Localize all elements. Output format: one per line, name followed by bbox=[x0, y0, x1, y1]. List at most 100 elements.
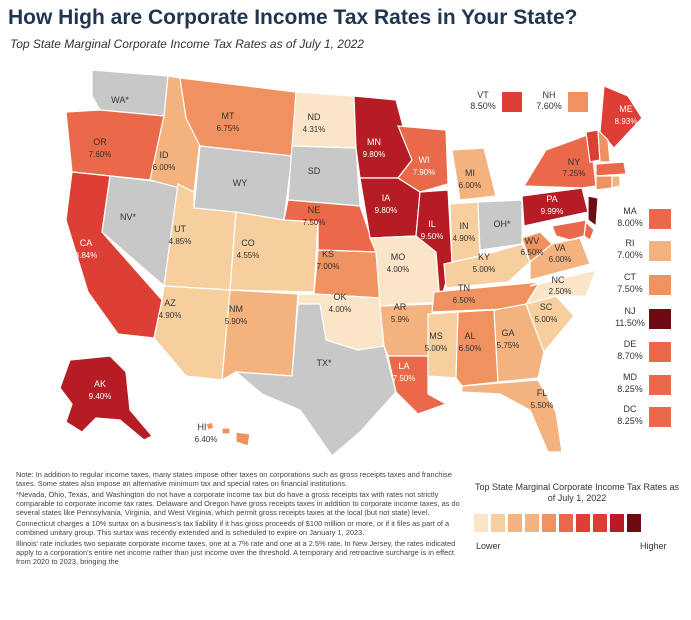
label-CO: CO bbox=[241, 238, 255, 248]
rate-MS: 5.00% bbox=[425, 344, 448, 353]
rate-WV: 6.50% bbox=[521, 248, 544, 257]
legend-title: Top State Marginal Corporate Income Tax … bbox=[475, 482, 679, 503]
legend-swatch-2 bbox=[491, 514, 505, 532]
label-MT: MT bbox=[222, 111, 235, 121]
legend-swatch-3 bbox=[508, 514, 522, 532]
rate-ND: 4.31% bbox=[303, 125, 326, 134]
nh-swatch[interactable] bbox=[568, 92, 588, 112]
label-LA: LA bbox=[398, 361, 409, 371]
ct-rate: 7.50% bbox=[617, 284, 643, 294]
rate-TN: 6.50% bbox=[453, 296, 476, 305]
rate-OK: 4.00% bbox=[329, 305, 352, 314]
label-WV: WV bbox=[525, 236, 540, 246]
note-4: Illinois' rate includes two separate cor… bbox=[16, 539, 456, 566]
ri-label: RI bbox=[625, 238, 635, 248]
dc-label: DC bbox=[623, 404, 637, 414]
label-IA: IA bbox=[382, 193, 391, 203]
state-TX[interactable] bbox=[234, 303, 397, 457]
vt-rate: 8.50% bbox=[470, 101, 496, 111]
rate-IA: 9.80% bbox=[375, 206, 398, 215]
label-AL: AL bbox=[464, 331, 475, 341]
legend-swatch-10 bbox=[627, 514, 641, 532]
rate-CA: 8.84% bbox=[75, 251, 98, 260]
ma-label: MA bbox=[623, 206, 637, 216]
dc-swatch[interactable] bbox=[649, 407, 671, 427]
label-ND: ND bbox=[308, 112, 321, 122]
de-label: DE bbox=[623, 339, 637, 349]
state-NJ[interactable] bbox=[587, 195, 599, 228]
rate-GA: 5.75% bbox=[497, 341, 520, 350]
state-CO[interactable] bbox=[229, 211, 319, 293]
label-WA: WA* bbox=[111, 95, 129, 105]
vt-swatch[interactable] bbox=[502, 92, 522, 112]
label-AR: AR bbox=[394, 302, 407, 312]
label-KS: KS bbox=[322, 249, 334, 259]
rate-SC: 5.00% bbox=[535, 315, 558, 324]
page-title: How High are Corporate Income Tax Rates … bbox=[8, 6, 578, 29]
label-PA: PA bbox=[546, 194, 557, 204]
label-KY: KY bbox=[478, 252, 490, 262]
state-NY[interactable] bbox=[522, 133, 597, 189]
state-NC[interactable] bbox=[524, 269, 597, 305]
rate-MO: 4.00% bbox=[387, 265, 410, 274]
de-swatch[interactable] bbox=[649, 342, 671, 362]
dc-rate: 8.25% bbox=[617, 416, 643, 426]
rate-AZ: 4.90% bbox=[159, 311, 182, 320]
ri-rate: 7.00% bbox=[617, 250, 643, 260]
label-AK: AK bbox=[94, 379, 106, 389]
rate-IL: 9.50% bbox=[421, 232, 444, 241]
ct-label: CT bbox=[624, 272, 636, 282]
nj-label: NJ bbox=[624, 306, 636, 316]
ct-swatch[interactable] bbox=[649, 275, 671, 295]
note-2: *Nevada, Ohio, Texas, and Washington do … bbox=[16, 490, 460, 517]
rate-NY: 7.25% bbox=[563, 169, 586, 178]
rate-NM: 5.90% bbox=[225, 317, 248, 326]
ri-swatch[interactable] bbox=[649, 241, 671, 261]
state-OR[interactable] bbox=[65, 109, 165, 181]
nh-label: NH bbox=[542, 90, 556, 100]
rate-NC: 2.50% bbox=[549, 287, 572, 296]
md-label: MD bbox=[623, 372, 637, 382]
md-swatch[interactable] bbox=[649, 375, 671, 395]
rate-ME: 8.93% bbox=[615, 117, 638, 126]
legend-swatch-6 bbox=[559, 514, 573, 532]
state-SD[interactable] bbox=[287, 145, 361, 207]
state-CT[interactable] bbox=[595, 175, 613, 191]
state-FL[interactable] bbox=[461, 379, 563, 453]
label-NE: NE bbox=[308, 205, 321, 215]
state-GA[interactable] bbox=[493, 303, 545, 383]
de-rate: 8.70% bbox=[617, 351, 643, 361]
state-MA[interactable] bbox=[595, 161, 627, 177]
state-NH[interactable] bbox=[597, 128, 611, 163]
nj-swatch[interactable] bbox=[649, 309, 671, 329]
rate-CO: 4.55% bbox=[237, 251, 260, 260]
md-rate: 8.25% bbox=[617, 384, 643, 394]
legend-higher-label: Higher bbox=[640, 541, 667, 551]
label-GA: GA bbox=[501, 328, 514, 338]
rate-WI: 7.90% bbox=[413, 168, 436, 177]
state-MI[interactable] bbox=[451, 147, 497, 201]
rate-ID: 6.00% bbox=[153, 163, 176, 172]
legend-swatch-8 bbox=[593, 514, 607, 532]
nh-rate: 7.60% bbox=[536, 101, 562, 111]
label-MS: MS bbox=[429, 331, 443, 341]
label-MI: MI bbox=[465, 168, 475, 178]
label-HI: HI bbox=[198, 422, 207, 432]
state-HI[interactable] bbox=[205, 421, 251, 447]
state-RI[interactable] bbox=[611, 175, 621, 189]
rate-HI: 6.40% bbox=[195, 435, 218, 444]
ma-swatch[interactable] bbox=[649, 209, 671, 229]
state-IN[interactable] bbox=[449, 201, 481, 263]
rate-KS: 7.00% bbox=[317, 262, 340, 271]
rate-LA: 7.50% bbox=[393, 374, 416, 383]
nj-rate: 11.50% bbox=[615, 318, 645, 328]
state-ND[interactable] bbox=[291, 91, 357, 149]
state-WV[interactable] bbox=[521, 231, 553, 264]
state-WA[interactable] bbox=[91, 69, 169, 117]
label-OK: OK bbox=[333, 292, 346, 302]
state-MD[interactable] bbox=[551, 219, 587, 241]
state-AK[interactable] bbox=[59, 355, 153, 441]
state-ME[interactable] bbox=[599, 85, 643, 149]
legend-lower-label: Lower bbox=[476, 541, 501, 551]
legend-scale bbox=[474, 514, 641, 532]
